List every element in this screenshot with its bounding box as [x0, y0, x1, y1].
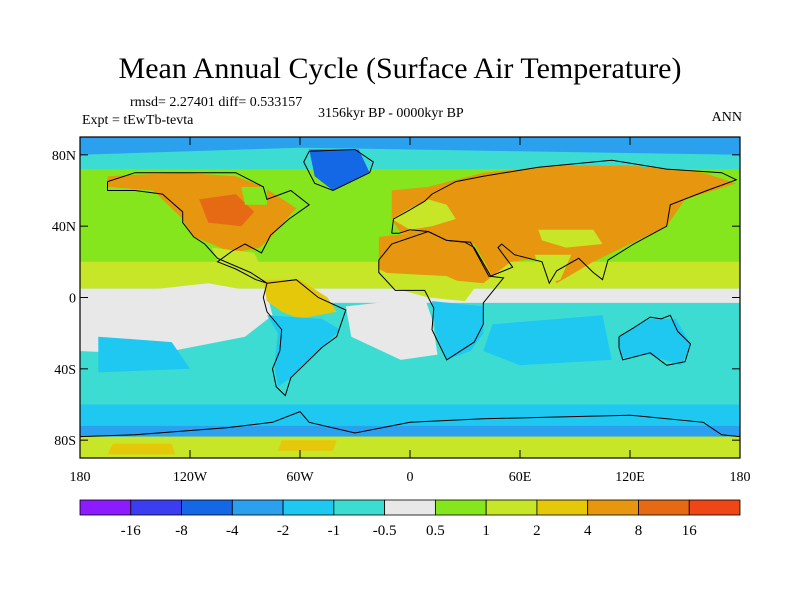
colorbar-label: 1 — [482, 523, 490, 539]
colorbar-label: 8 — [635, 523, 643, 539]
lon-tick-label: 120E — [615, 470, 645, 485]
coast-south-america — [262, 279, 347, 397]
south-america-cool — [267, 315, 341, 387]
colorbar-box — [434, 499, 487, 516]
eurasia-warm — [391, 165, 737, 284]
lon-tick-label: 60W — [286, 470, 314, 485]
colorbar-box — [536, 499, 589, 516]
lat-tick-label: 80S — [54, 434, 76, 449]
arctic-cold — [80, 137, 740, 155]
lon-tick-label: 120W — [173, 470, 208, 485]
colorbar-label: 4 — [584, 523, 592, 539]
tibet-mild — [538, 229, 603, 248]
coast-africa — [378, 230, 505, 361]
europe-mild — [391, 199, 456, 230]
colorbar-box — [587, 499, 639, 516]
colorbar-label: 2 — [533, 523, 541, 539]
lat-tick-label: 40N — [52, 220, 76, 235]
australia-cool — [619, 318, 691, 366]
india-mild — [534, 254, 572, 284]
south-atlantic-neutral — [345, 297, 438, 360]
colorbar-label: 16 — [682, 523, 698, 539]
colorbar-label: -0.5 — [373, 523, 397, 539]
greenland-cold — [309, 149, 370, 191]
antarctica-warm-patch-2 — [278, 440, 337, 451]
coast-antarctica — [80, 411, 740, 438]
period-label: 3156kyr BP - 0000kyr BP — [318, 106, 464, 121]
south-africa-cool — [432, 301, 484, 360]
indian-ocean-cool — [483, 315, 612, 366]
lat-tick-label: 40S — [54, 363, 76, 378]
coast-greenland — [303, 148, 374, 192]
band-south-ocean — [80, 404, 740, 426]
antarctica-warm-patch — [107, 443, 176, 455]
colorbar-label: -2 — [277, 523, 290, 539]
colorbar-label: -8 — [175, 523, 188, 539]
lon-tick-label: 180 — [730, 470, 751, 485]
colorbar-label: -1 — [328, 523, 341, 539]
colorbar-box — [333, 499, 386, 516]
stats-label: rmsd= 2.27401 diff= 0.533157 — [130, 95, 303, 110]
colorbar-label: -16 — [121, 523, 141, 539]
pacific-cool-patch — [98, 336, 190, 373]
experiment-label: Expt = tEwTb-tevta — [82, 113, 194, 128]
south-america-warm — [263, 279, 337, 319]
colorbar-label: 0.5 — [426, 523, 445, 539]
lat-tick-label: 0 — [69, 292, 76, 307]
coast-north-america — [107, 172, 311, 284]
north-america-warm-core — [199, 194, 255, 227]
temperature-field — [80, 137, 740, 458]
colorbar-box — [181, 499, 233, 516]
colorbar-box — [130, 499, 182, 516]
colorbar-box — [688, 499, 741, 516]
lon-tick-label: 60E — [509, 470, 532, 485]
lon-tick-label: 180 — [70, 470, 91, 485]
colorbar-box — [638, 499, 690, 516]
colorbar-box — [384, 499, 436, 516]
chart-title: Mean Annual Cycle (Surface Air Temperatu… — [118, 52, 682, 85]
colorbar-box — [231, 499, 284, 516]
lat-tick-label: 80N — [52, 149, 76, 164]
africa-warm — [378, 231, 493, 284]
antarctica-mild — [80, 436, 740, 458]
colorbar-box — [282, 499, 335, 516]
west-africa-mild — [378, 272, 475, 302]
colorbar-box — [485, 499, 538, 516]
lon-tick-label: 0 — [407, 470, 414, 485]
coast-australia — [618, 314, 692, 366]
hudson-patch — [241, 186, 267, 205]
season-label: ANN — [711, 110, 742, 125]
antarctic-coast-cool — [80, 425, 740, 437]
pacific-neutral-tongue — [80, 283, 273, 355]
colorbar-label: -4 — [226, 523, 239, 539]
colorbar-box — [79, 499, 132, 516]
